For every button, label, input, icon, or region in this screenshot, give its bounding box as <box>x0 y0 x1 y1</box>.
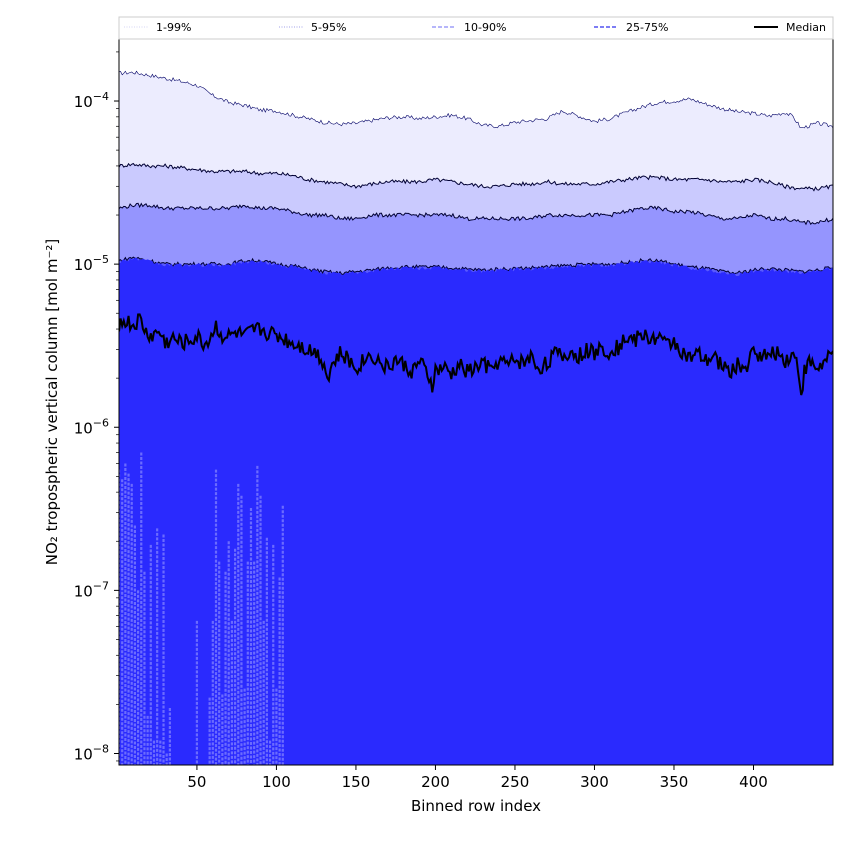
band-edge-1-99% <box>119 70 833 129</box>
x-tick-label: 150 <box>342 773 371 791</box>
median-layer <box>119 313 833 396</box>
band-edge-5-95% <box>119 162 833 192</box>
x-tick-label: 100 <box>262 773 291 791</box>
y-tick-label: 10−6 <box>74 416 109 437</box>
band-edge-10-90% <box>119 202 833 226</box>
y-tick-label: 10−8 <box>74 742 109 763</box>
band-edge-25-75% <box>119 256 833 276</box>
y-axis: 10−8 10−7 10−6 10−5 10−4 <box>74 51 119 763</box>
legend-label: 25-75% <box>626 21 668 34</box>
x-tick-label: 250 <box>501 773 530 791</box>
median-line <box>119 313 833 396</box>
x-axis-label: Binned row index <box>411 797 541 815</box>
legend: 1-99% 5-95% 10-90% 25-75% Median <box>118 16 834 40</box>
legend-frame <box>118 16 834 40</box>
band-core-fill <box>119 257 833 765</box>
x-tick-label: 400 <box>739 773 768 791</box>
x-tick-label: 300 <box>580 773 609 791</box>
x-axis: 50 100 150 200 250 300 350 400 <box>187 765 768 791</box>
x-tick-label: 50 <box>187 773 206 791</box>
x-tick-label: 350 <box>660 773 689 791</box>
legend-label: 10-90% <box>464 21 506 34</box>
y-axis-label: NO₂ tropospheric vertical column [mol m⁻… <box>43 239 61 565</box>
y-tick-label: 10−5 <box>74 253 109 274</box>
legend-label: Median <box>786 21 826 34</box>
y-tick-label: 10−7 <box>74 579 109 600</box>
bands-layer <box>119 39 833 765</box>
legend-label: 5-95% <box>311 21 346 34</box>
legend-label: 1-99% <box>156 21 191 34</box>
y-tick-label: 10−4 <box>74 90 109 111</box>
x-tick-label: 200 <box>421 773 450 791</box>
